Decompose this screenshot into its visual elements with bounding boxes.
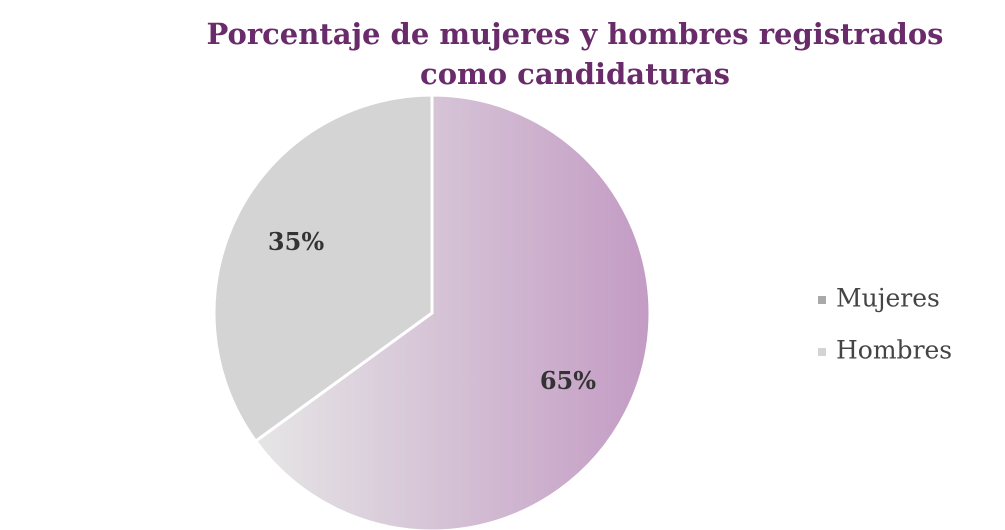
legend-marker	[818, 348, 826, 356]
legend-marker	[818, 296, 826, 304]
chart-title: Porcentaje de mujeres y hombres registra…	[206, 17, 944, 91]
legend-label: Hombres	[836, 336, 952, 365]
value-label: 65%	[540, 366, 596, 395]
pie-slice	[253, 93, 652, 530]
value-label: 35%	[268, 227, 324, 256]
legend-label: Mujeres	[836, 284, 940, 313]
pie-slice	[212, 93, 434, 444]
